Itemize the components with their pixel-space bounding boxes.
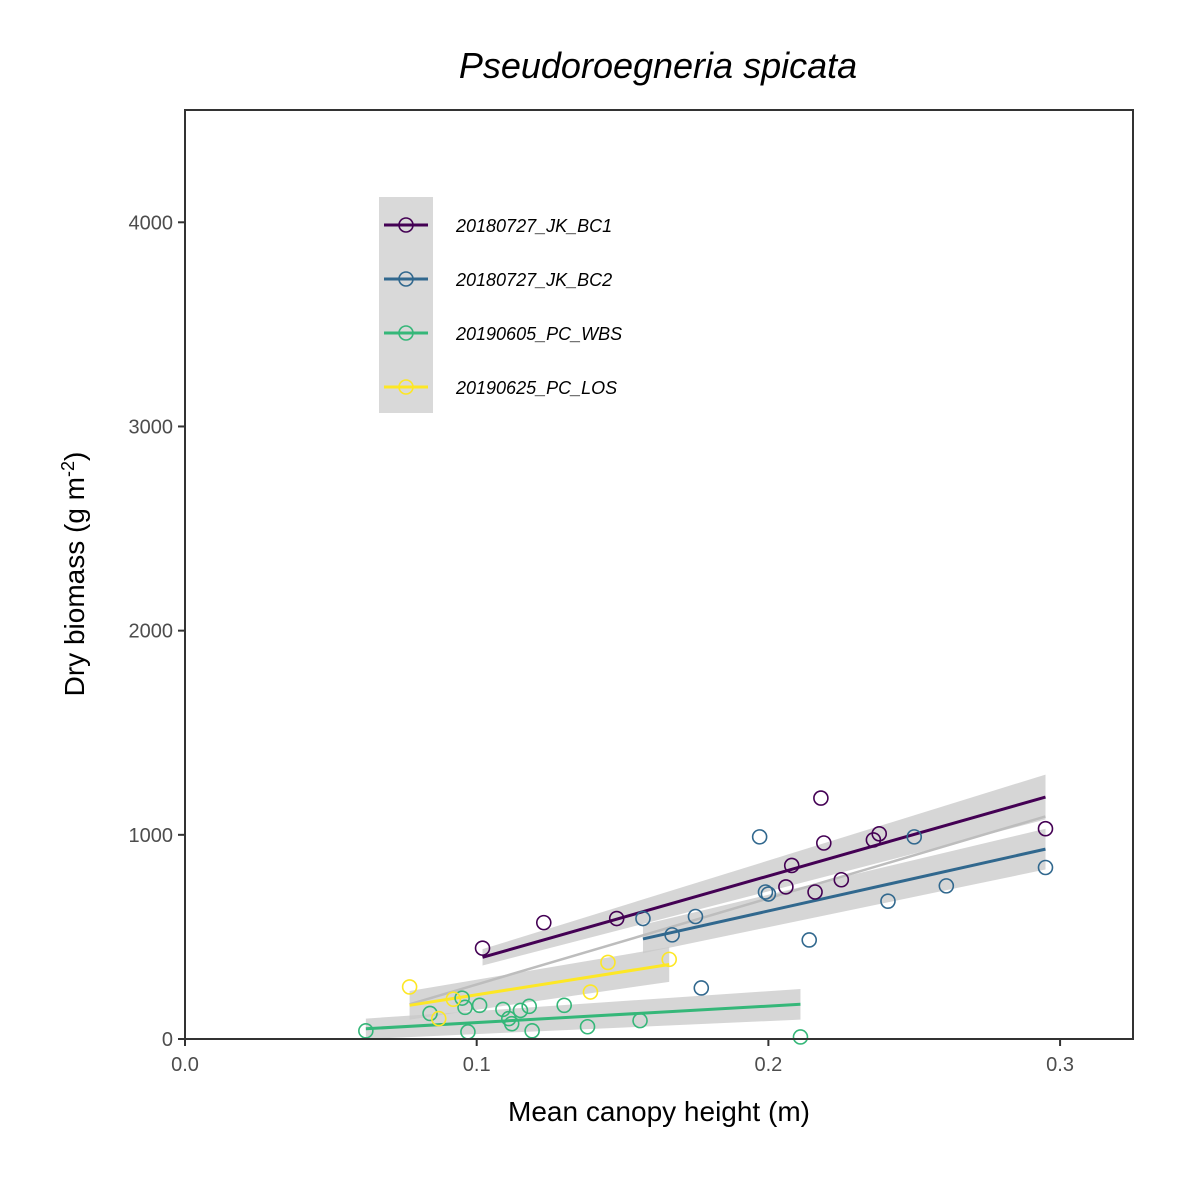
legend-key-marker-3 [398,325,414,341]
confidence-band-2 [642,828,1046,954]
data-point-s1-7 [813,790,829,806]
data-point-s3-16 [792,1029,809,1045]
data-point-s3-6 [471,997,488,1014]
data-point-s4-4 [582,984,599,1000]
data-point-s2-8 [801,932,818,948]
legend-label-4: 20190625_PC_LOS [455,378,617,398]
data-point-s2-11 [938,878,955,894]
y-axis-title-close: ) [59,452,90,461]
data-point-s2-12 [1037,859,1054,876]
legend-key-marker-1 [398,217,414,233]
axes: 0.0 0.1 0.2 0.3 0 1000 2000 3000 4000 [129,212,1074,1076]
data-point-s3-10 [512,1002,529,1019]
fit-line-2 [642,847,1046,941]
plot-area [358,774,1054,1045]
x-tick-label: 0.3 [1046,1054,1074,1076]
data-point-s3-1 [358,1023,374,1039]
fit-line-4 [409,962,670,1007]
y-tick-label: 4000 [129,212,174,234]
x-tick-label: 0.1 [463,1054,491,1076]
fit-line-1 [482,795,1046,959]
fit-line-3 [365,1002,801,1031]
data-point-s1-3 [608,910,625,927]
chart-title: Pseudoroegneria spicata [459,45,857,86]
legend: 20180727_JK_BC1 20180727_JK_BC2 20190605_P… [379,197,622,413]
data-point-s1-1 [474,940,491,956]
confidence-band-3 [365,988,801,1039]
data-point-s3-12 [524,1023,540,1039]
data-point-s3-13 [556,997,573,1014]
plot-border [184,109,1134,1040]
legend-key-background [379,197,433,413]
legend-key-marker-2 [398,271,414,287]
data-point-s1-5 [783,857,800,874]
data-point-s2-1 [635,910,651,927]
data-point-s3-11 [521,998,537,1015]
data-point-s2-9 [880,893,896,909]
data-point-s3-3 [454,990,470,1006]
data-point-s3-14 [579,1018,596,1035]
y-tick-label: 1000 [129,825,174,847]
data-point-s4-1 [401,979,418,995]
y-axis-title-superscript: -2 [58,461,78,477]
x-axis-title: Mean canopy height (m) [508,1096,810,1127]
data-point-s1-9 [833,871,850,888]
data-point-s3-9 [503,1015,520,1032]
overall-fit-line [409,815,1046,1006]
data-point-s3-15 [632,1012,648,1029]
legend-key-marker-4 [398,379,414,395]
data-point-s2-2 [664,927,680,943]
y-tick-label: 0 [162,1029,173,1051]
data-point-s2-10 [906,829,923,845]
data-point-s1-4 [778,879,794,895]
data-point-s4-2 [430,1010,447,1027]
data-point-s3-2 [422,1005,438,1022]
data-point-s1-6 [807,884,823,900]
data-point-s1-12 [1037,820,1054,837]
x-tick-label: 0.2 [754,1054,782,1076]
data-point-s4-3 [445,991,462,1007]
legend-label-3: 20190605_PC_WBS [455,324,622,344]
data-point-s1-2 [535,914,552,931]
data-point-s2-6 [757,884,774,900]
data-point-s2-4 [693,980,710,996]
y-tick-label: 2000 [129,621,174,643]
data-point-s4-5 [600,954,616,971]
data-point-s2-3 [687,908,704,925]
data-point-s1-11 [871,826,888,842]
data-point-s4-6 [661,951,678,968]
data-point-s2-7 [760,886,777,902]
legend-label-2: 20180727_JK_BC2 [455,270,612,290]
y-axis-title: Dry biomass (g m-2) [58,452,90,697]
data-point-s2-5 [751,829,768,845]
data-point-s3-4 [457,999,473,1016]
x-tick-label: 0.0 [171,1054,199,1076]
y-axis-title-main: Dry biomass (g m [59,477,90,696]
y-tick-label: 3000 [129,416,174,438]
data-point-s1-8 [816,835,832,851]
legend-label-1: 20180727_JK_BC1 [455,216,612,236]
